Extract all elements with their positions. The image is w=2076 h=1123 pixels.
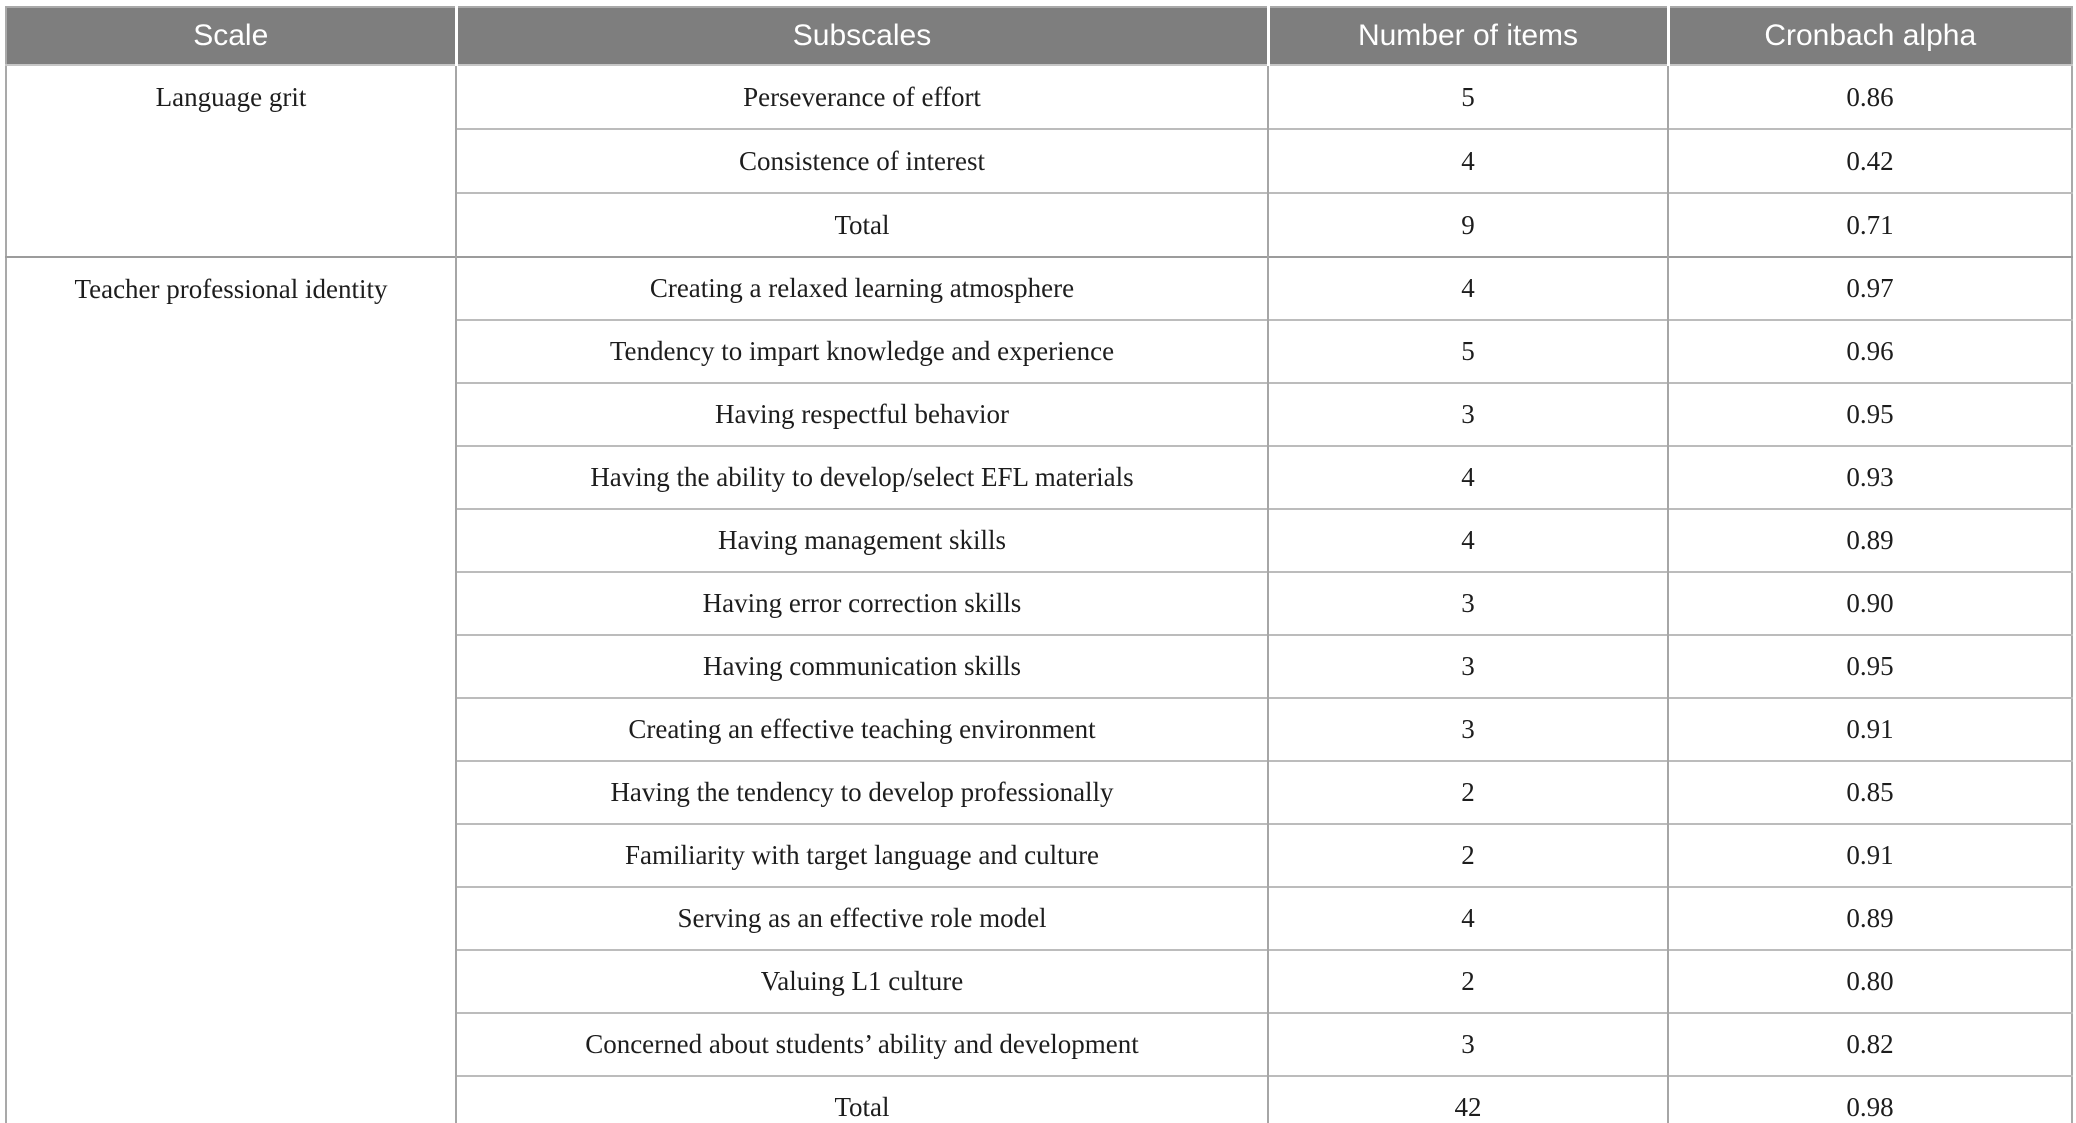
subscale-cell: Having the tendency to develop professio…	[455, 760, 1268, 824]
table-body: Language grit Perseverance of effort 5 0.86…	[6, 64, 2072, 1123]
cronbach-alpha-cell: 0.96	[1667, 319, 2072, 383]
table-row: Total 42 0.98	[6, 1075, 2072, 1123]
cronbach-alpha-cell: 0.98	[1667, 1075, 2072, 1123]
number-of-items-cell: 2	[1267, 760, 1668, 824]
column-header-cronbach-alpha: Cronbach alpha	[1666, 7, 2072, 66]
cronbach-alpha-cell: 0.95	[1667, 634, 2072, 698]
table-row: Concerned about students’ ability and de…	[6, 1012, 2072, 1076]
number-of-items-cell: 4	[1267, 445, 1668, 509]
cronbach-alpha-cell: 0.90	[1667, 571, 2072, 635]
subscale-cell: Having respectful behavior	[455, 382, 1268, 446]
number-of-items-cell: 5	[1267, 319, 1668, 383]
cronbach-alpha-cell: 0.85	[1667, 760, 2072, 824]
number-of-items-cell: 4	[1267, 886, 1668, 950]
header-row: Scale Subscales Number of items Cronbach…	[6, 7, 2072, 66]
subscale-cell: Familiarity with target language and cul…	[455, 823, 1268, 887]
table-row: Serving as an effective role model 4 0.89	[6, 886, 2072, 950]
subscale-cell: Having error correction skills	[455, 571, 1268, 635]
subscale-cell: Tendency to impart knowledge and experie…	[455, 319, 1268, 383]
subscale-cell: Total	[455, 1075, 1268, 1123]
cronbach-alpha-cell: 0.89	[1667, 886, 2072, 950]
subscale-cell: Concerned about students’ ability and de…	[455, 1012, 1268, 1076]
table-row: Language grit Perseverance of effort 5 0.86	[6, 64, 2072, 257]
subscale-cell: Perseverance of effort	[455, 64, 1268, 129]
scale-cell: Teacher professional identity	[6, 256, 456, 1123]
subscale-cell: Having the ability to develop/select EFL…	[455, 445, 1268, 509]
cronbach-alpha-cell: 0.91	[1667, 823, 2072, 887]
cronbach-alpha-cell: 0.42	[1667, 128, 2072, 193]
number-of-items-cell: 3	[1267, 697, 1668, 761]
subscale-cell: Serving as an effective role model	[455, 886, 1268, 950]
number-of-items-cell: 3	[1267, 382, 1668, 446]
cronbach-alpha-cell: 0.80	[1667, 949, 2072, 1013]
column-header-scale: Scale	[6, 7, 456, 66]
cronbach-alpha-cell: 0.86	[1667, 64, 2072, 129]
number-of-items-cell: 5	[1267, 64, 1668, 129]
cronbach-alpha-cell: 0.89	[1667, 508, 2072, 572]
reliability-table: Scale Subscales Number of items Cronbach…	[5, 6, 2073, 1123]
cronbach-alpha-cell: 0.95	[1667, 382, 2072, 446]
table-row: Tendency to impart knowledge and experie…	[6, 319, 2072, 383]
number-of-items-cell: 42	[1267, 1075, 1668, 1123]
subscale-cell: Consistence of interest	[455, 128, 1268, 193]
subscale-cell: Creating an effective teaching environme…	[455, 697, 1268, 761]
table-row: Having the ability to develop/select EFL…	[6, 445, 2072, 509]
scale-cell: Language grit	[6, 64, 456, 257]
subscale-cell: Having communication skills	[455, 634, 1268, 698]
table-row: Creating an effective teaching environme…	[6, 697, 2072, 761]
table-row: Consistence of interest 4 0.42	[6, 128, 2072, 193]
number-of-items-cell: 2	[1267, 949, 1668, 1013]
table-row: Familiarity with target language and cul…	[6, 823, 2072, 887]
number-of-items-cell: 4	[1267, 256, 1668, 320]
cronbach-alpha-cell: 0.71	[1667, 192, 2072, 257]
table-row: Teacher professional identity Creating a …	[6, 256, 2072, 1123]
number-of-items-cell: 4	[1267, 128, 1668, 193]
table-row: Having communication skills 3 0.95	[6, 634, 2072, 698]
table-row: Having the tendency to develop professio…	[6, 760, 2072, 824]
number-of-items-cell: 2	[1267, 823, 1668, 887]
cronbach-alpha-cell: 0.91	[1667, 697, 2072, 761]
subscale-cell: Valuing L1 culture	[455, 949, 1268, 1013]
table-row: Valuing L1 culture 2 0.80	[6, 949, 2072, 1013]
number-of-items-cell: 3	[1267, 571, 1668, 635]
cronbach-alpha-cell: 0.97	[1667, 256, 2072, 320]
cronbach-alpha-cell: 0.82	[1667, 1012, 2072, 1076]
column-header-number-of-items: Number of items	[1266, 7, 1668, 66]
number-of-items-cell: 4	[1267, 508, 1668, 572]
subscale-cell: Having management skills	[455, 508, 1268, 572]
scale-label: Teacher professional identity	[74, 273, 388, 304]
table-header: Scale Subscales Number of items Cronbach…	[6, 7, 2072, 66]
subscale-cell: Total	[455, 192, 1268, 257]
table-row: Having management skills 4 0.89	[6, 508, 2072, 572]
number-of-items-cell: 3	[1267, 1012, 1668, 1076]
column-header-subscales: Subscales	[454, 7, 1268, 66]
table-row: Having error correction skills 3 0.90	[6, 571, 2072, 635]
table-row: Total 9 0.71	[6, 192, 2072, 257]
number-of-items-cell: 3	[1267, 634, 1668, 698]
scale-label: Language grit	[155, 81, 307, 112]
table-row: Having respectful behavior 3 0.95	[6, 382, 2072, 446]
subscale-cell: Creating a relaxed learning atmosphere	[455, 256, 1268, 320]
number-of-items-cell: 9	[1267, 192, 1668, 257]
cronbach-alpha-cell: 0.93	[1667, 445, 2072, 509]
